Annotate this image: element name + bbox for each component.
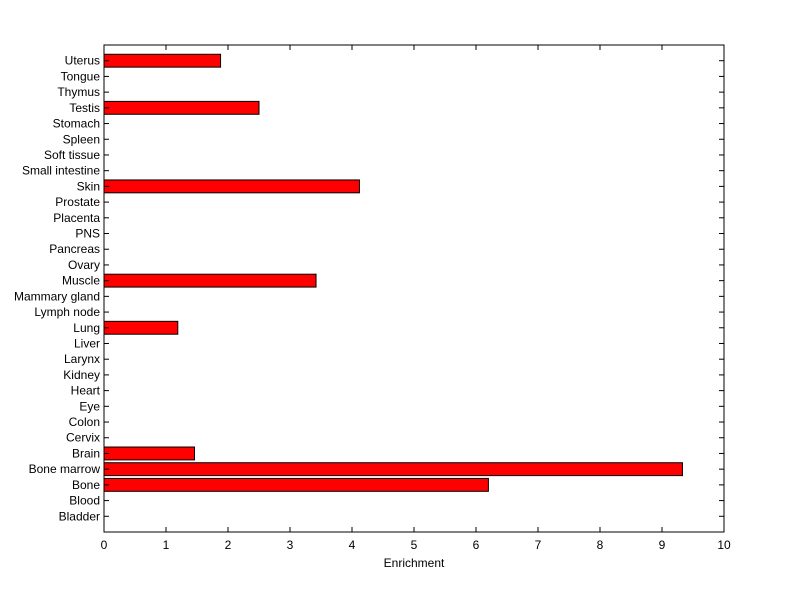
x-tick-label-0: 0 bbox=[101, 538, 108, 552]
y-tick-label-prostate: Prostate bbox=[55, 195, 100, 209]
y-tick-label-pns: PNS bbox=[75, 227, 100, 241]
plot-frame bbox=[103, 44, 725, 533]
y-tick-label-placenta: Placenta bbox=[53, 211, 100, 225]
x-tick-label-5: 5 bbox=[411, 538, 418, 552]
y-tick-label-thymus: Thymus bbox=[57, 85, 100, 99]
y-tick-label-uterus: Uterus bbox=[65, 54, 100, 68]
y-tick-label-blood: Blood bbox=[69, 494, 100, 508]
x-tick-label-10: 10 bbox=[717, 538, 731, 552]
y-tick-label-heart: Heart bbox=[71, 384, 101, 398]
bar-muscle bbox=[103, 273, 317, 288]
y-tick-label-lymph-node: Lymph node bbox=[34, 305, 100, 319]
x-tick-label-8: 8 bbox=[597, 538, 604, 552]
x-tick-label-6: 6 bbox=[473, 538, 480, 552]
bar-bone-marrow bbox=[103, 462, 683, 477]
y-tick-label-cervix: Cervix bbox=[66, 431, 100, 445]
y-tick-label-liver: Liver bbox=[74, 336, 100, 350]
y-tick-label-kidney: Kidney bbox=[63, 368, 100, 382]
y-tick-label-muscle: Muscle bbox=[62, 274, 100, 288]
y-tick-label-pancreas: Pancreas bbox=[49, 242, 100, 256]
y-tick-label-bone: Bone bbox=[72, 478, 100, 492]
bar-bone bbox=[103, 477, 489, 492]
y-tick-label-skin: Skin bbox=[77, 179, 100, 193]
y-tick-label-lung: Lung bbox=[73, 321, 100, 335]
y-tick-label-colon: Colon bbox=[69, 415, 100, 429]
bar-skin bbox=[103, 179, 360, 194]
y-tick-label-soft-tissue: Soft tissue bbox=[44, 148, 100, 162]
x-tick-label-7: 7 bbox=[535, 538, 542, 552]
x-tick-label-9: 9 bbox=[659, 538, 666, 552]
x-tick-label-1: 1 bbox=[163, 538, 170, 552]
bar-lung bbox=[103, 320, 179, 335]
y-tick-label-small-intestine: Small intestine bbox=[22, 164, 100, 178]
y-tick-label-brain: Brain bbox=[72, 446, 100, 460]
x-ticks: 0 1 2 3 4 5 6 7 8 9 10 bbox=[101, 45, 731, 552]
y-tick-label-stomach: Stomach bbox=[53, 117, 100, 131]
x-tick-label-2: 2 bbox=[225, 538, 232, 552]
y-tick-label-tongue: Tongue bbox=[61, 69, 101, 83]
y-tick-label-eye: Eye bbox=[79, 399, 100, 413]
x-tick-label-4: 4 bbox=[349, 538, 356, 552]
y-tick-label-spleen: Spleen bbox=[63, 132, 100, 146]
y-tick-label-larynx: Larynx bbox=[64, 352, 100, 366]
y-tick-label-bladder: Bladder bbox=[59, 509, 100, 523]
y-tick-label-mammary-gland: Mammary gland bbox=[14, 289, 100, 303]
plot-background bbox=[104, 45, 724, 532]
y-tick-label-bone-marrow: Bone marrow bbox=[29, 462, 101, 476]
y-tick-label-testis: Testis bbox=[69, 101, 100, 115]
bar-brain bbox=[103, 446, 196, 461]
bar-uterus bbox=[103, 53, 222, 68]
x-axis-label: Enrichment bbox=[384, 556, 445, 570]
x-tick-label-3: 3 bbox=[287, 538, 294, 552]
bar-testis bbox=[103, 100, 260, 115]
y-tick-label-ovary: Ovary bbox=[68, 258, 100, 272]
